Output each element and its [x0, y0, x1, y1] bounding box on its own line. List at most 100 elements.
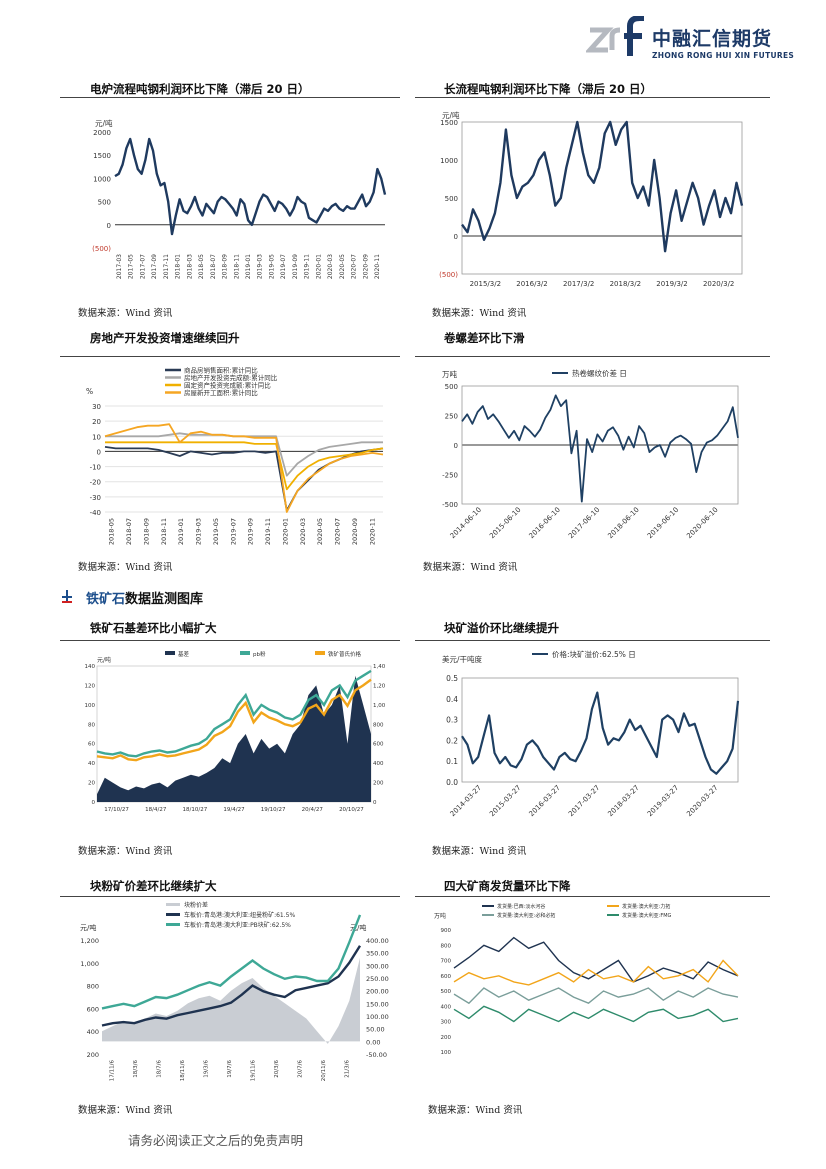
x-tick-label: 20/11/6	[321, 1060, 327, 1082]
y-tick-label: 0	[92, 800, 96, 806]
x-tick-label: 20/7/6	[297, 1059, 303, 1077]
y-tick-label: 800	[87, 983, 99, 991]
series-line	[104, 423, 384, 513]
chart-title-lump-premium: 块矿溢价环比继续提升	[444, 621, 559, 635]
y-tick-label: 20	[88, 781, 95, 787]
chart-bf-profit: 1500 1000 500 0 (500) 2015/3/2 2016/3/2 2017/3/…	[439, 110, 744, 288]
y-tick-label: 1000	[440, 157, 458, 165]
x-tick-label: 2019-01	[245, 254, 252, 279]
series-line	[461, 394, 739, 503]
y-tick-label: 50.00	[366, 1026, 385, 1034]
y-tick-label: -250	[442, 472, 458, 480]
x-tick-label: 2018-03	[186, 254, 193, 279]
y-tick-label: 0	[97, 448, 101, 456]
y-tick-label: (500)	[92, 245, 111, 253]
legend-label: 基差	[178, 650, 190, 658]
series-area	[97, 675, 371, 802]
plot-frame	[461, 385, 739, 505]
y-tick-label: 800	[373, 722, 384, 728]
y-tick-label: 400	[441, 1004, 452, 1010]
y-tick-label: 100.00	[366, 1013, 389, 1021]
y-tick-label: 1500	[93, 152, 111, 160]
x-tick-label: 2019-01	[177, 518, 185, 545]
x-tick-label: 2018/3/2	[610, 280, 641, 288]
series-line	[101, 914, 362, 1010]
y-tick-label: 0.2	[446, 736, 458, 745]
x-tick-label: 2017-03	[116, 254, 123, 279]
y-tick-label: 0	[373, 800, 377, 806]
series-line	[101, 945, 362, 1027]
x-tick-label: 2019-07	[229, 518, 237, 545]
y-tick-label: 250	[445, 413, 458, 421]
y-tick-label: (500)	[439, 271, 458, 279]
series-line	[461, 120, 744, 253]
x-tick-label: 2017-05	[128, 254, 135, 279]
y-tick-label: 0	[454, 233, 458, 241]
x-tick-label: 2019-06-10	[646, 506, 680, 540]
y-tick-label: 350.00	[366, 950, 389, 958]
y-tick-label: 80	[88, 722, 95, 728]
legend-swatch	[166, 923, 180, 926]
y-tick-label: 800	[441, 943, 452, 949]
series-line	[105, 441, 384, 491]
x-tick-label: 2019-09	[292, 254, 299, 279]
series-line	[453, 987, 739, 1005]
x-tick-label: 2020-09	[362, 254, 369, 279]
y-tick-label: 0.3	[446, 716, 458, 725]
y-tick-label: 1,200	[80, 937, 99, 945]
company-logo-text: 中融汇信期货	[652, 28, 773, 50]
y-tick-label: 60	[88, 742, 95, 748]
x-tick-label: 2017/3/2	[563, 280, 594, 288]
x-tick-label: 2018-01	[175, 254, 182, 279]
x-tick-label: 2016-06-10	[528, 506, 562, 540]
y-tick-label: 1,200	[373, 683, 385, 689]
x-tick-label: 2018-03-27	[606, 784, 640, 818]
y-tick-label: -40	[90, 509, 101, 517]
x-tick-label: 2020/3/2	[703, 280, 734, 288]
x-tick-label: 17/10/27	[104, 807, 129, 813]
y-tick-label: 500	[441, 989, 452, 995]
y-tick-label: 300	[441, 1020, 452, 1026]
y-tick-label: 0.1	[446, 757, 458, 766]
y-tick-label: 140	[85, 664, 95, 670]
y-tick-label: -10	[90, 464, 101, 472]
x-tick-label: 2019-09	[247, 518, 255, 545]
y-tick-label: 250.00	[366, 975, 389, 983]
chart-real-estate: 30 20 10 0 -10 -20 -30 -40 2018-05 2018-07 2018-09…	[86, 366, 384, 545]
x-tick-label: 2020-03-27	[685, 784, 719, 818]
y-tick-label: 0	[454, 442, 458, 450]
y-tick-label: 0.4	[446, 695, 458, 704]
x-tick-label: 18/7/6	[157, 1059, 163, 1077]
x-tick-label: 19/3/6	[204, 1059, 210, 1077]
series-line	[96, 678, 372, 762]
y-tick-label: -20	[90, 479, 101, 487]
series-line	[461, 691, 740, 775]
legend-label: 块粉价差	[184, 901, 208, 909]
series-line	[453, 959, 739, 986]
source-note: 数据来源：Wind 资讯	[78, 562, 173, 573]
x-tick-label: 19/10/27	[261, 807, 286, 813]
chart-ore-basis: 1401201008060402001,4001,2001,0008006004…	[85, 650, 385, 813]
x-tick-label: 2017-07	[139, 254, 146, 279]
legend-label: 房地产开发投资完成额:累计同比	[184, 373, 278, 382]
chart-lump-fine-spread: 1,200 1,000 800 600 400 200 400.00 350.00 300.00…	[80, 901, 389, 1082]
y-tick-label: 1500	[440, 119, 458, 127]
y-tick-label: 500	[445, 195, 458, 203]
x-tick-label: 2017-11	[163, 254, 170, 279]
y-tick-label: 200	[373, 781, 384, 787]
y-tick-label: 1000	[93, 175, 111, 183]
x-tick-label: 2015/3/2	[470, 280, 501, 288]
y-tick-label: -500	[442, 501, 458, 509]
y-tick-label: 500	[445, 383, 458, 391]
y-tick-label: 20	[92, 418, 101, 426]
y-tick-label: 0.5	[446, 674, 458, 683]
legend-label: 发货量:澳大利亚:必和必拓	[497, 912, 555, 919]
x-tick-label: 17/11/6	[110, 1060, 116, 1082]
plot-frame	[461, 121, 743, 275]
section-bullet-icon	[62, 590, 72, 603]
x-tick-label: 21/3/6	[344, 1059, 350, 1077]
source-note: 数据来源：Wind 资讯	[432, 308, 527, 319]
x-tick-label: 2019-05	[268, 254, 275, 279]
legend-label: 发货量:澳大利亚:力拓	[622, 903, 670, 910]
x-tick-label: 2016-03-27	[528, 784, 562, 818]
